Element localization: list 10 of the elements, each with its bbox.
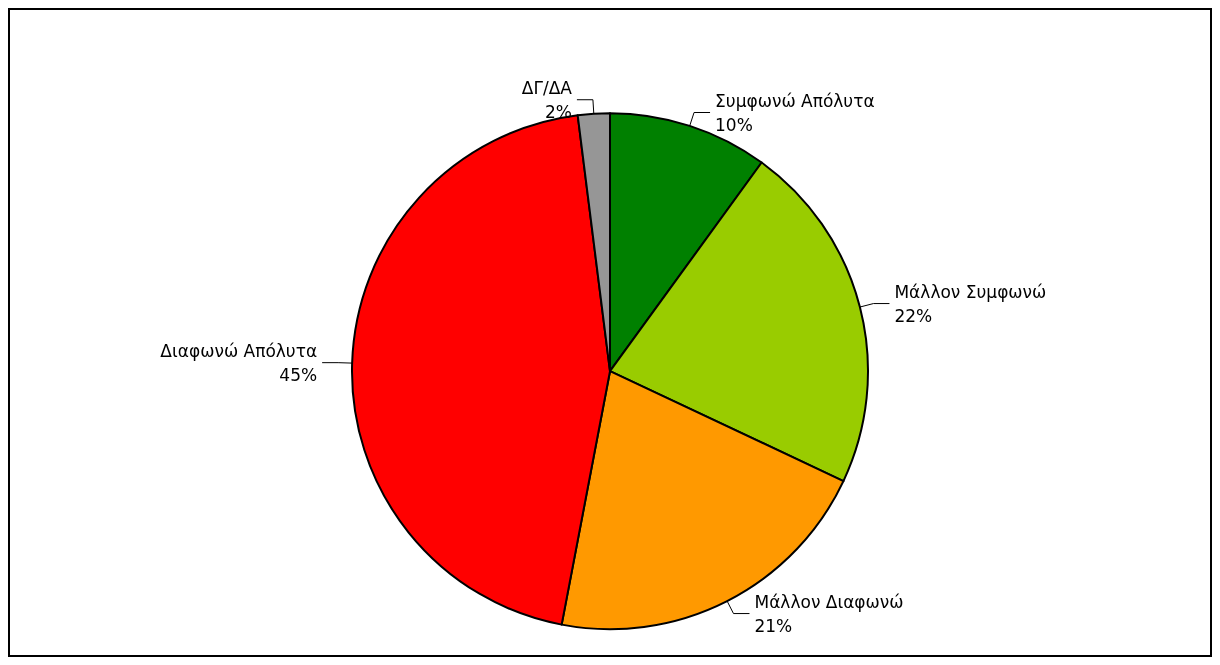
- slice-label: Συμφωνώ Απόλυτα: [715, 90, 875, 111]
- data-label: 2%: [544, 101, 572, 122]
- slice-label: Μάλλον Διαφωνώ: [754, 591, 904, 612]
- data-label: 10%: [715, 114, 753, 135]
- data-label: 45%: [279, 364, 318, 385]
- slice-label: Διαφωνώ Απόλυτα: [160, 340, 318, 361]
- data-label: 21%: [754, 615, 793, 636]
- data-label: 22%: [894, 305, 933, 326]
- slice-label: ΔΓ/ΔΑ: [521, 77, 573, 98]
- slice-label: Μάλλον Συμφωνώ: [894, 281, 1047, 302]
